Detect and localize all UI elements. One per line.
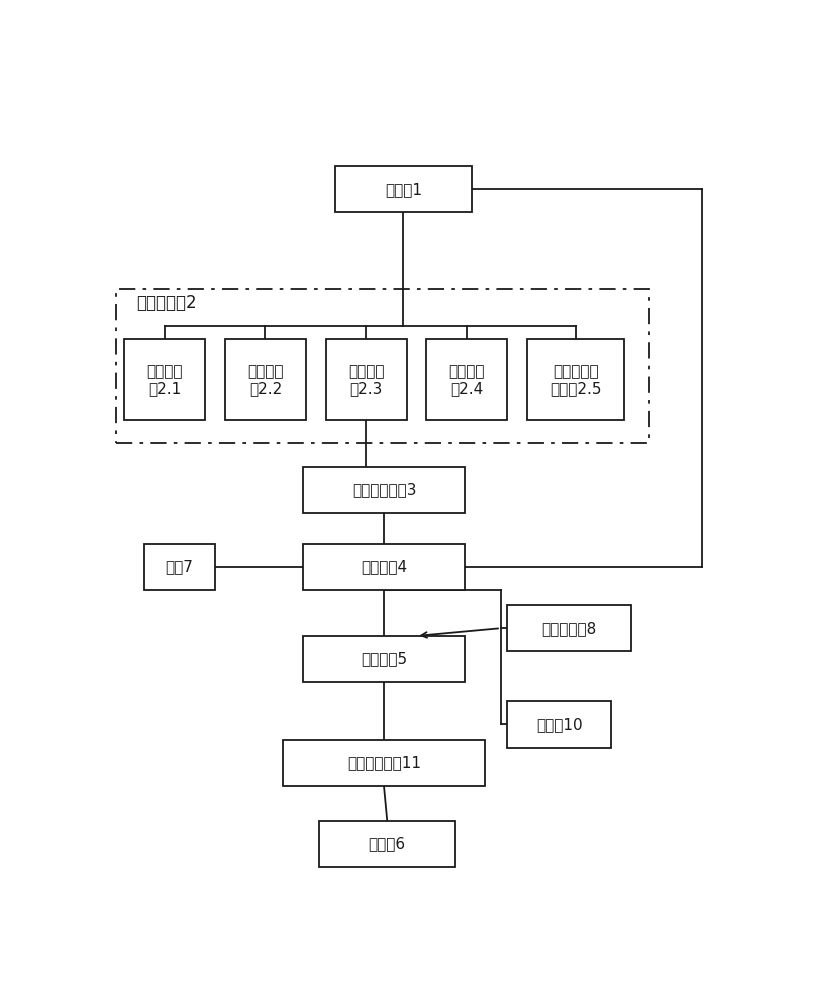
Bar (508, 605, 631, 651)
Text: 温度传感
器2.1: 温度传感 器2.1 (147, 364, 183, 396)
Bar (116, 289, 649, 443)
Bar (303, 636, 465, 682)
Text: 电流传感
器2.3: 电流传感 器2.3 (348, 364, 385, 396)
Text: 服务器6: 服务器6 (369, 836, 406, 851)
Text: 电源7: 电源7 (165, 559, 194, 574)
Bar (335, 166, 472, 212)
Text: 通讯模块5: 通讯模块5 (361, 652, 407, 666)
Text: 开关量信号
采集器2.5: 开关量信号 采集器2.5 (550, 364, 602, 396)
Bar (303, 466, 465, 513)
Text: 信号处理模块3: 信号处理模块3 (352, 482, 416, 497)
Bar (508, 701, 612, 748)
Bar (303, 544, 465, 590)
Bar (144, 544, 215, 590)
Text: 电压传感
器2.4: 电压传感 器2.4 (448, 364, 485, 396)
Bar (319, 821, 456, 867)
Text: 汇流箱10: 汇流箱10 (536, 717, 582, 732)
Text: 变压器1: 变压器1 (385, 182, 422, 197)
Text: 信号采集器2: 信号采集器2 (136, 294, 197, 312)
Text: 光电转换模块11: 光电转换模块11 (347, 755, 421, 770)
Bar (283, 740, 484, 786)
Bar (225, 339, 306, 420)
Text: 控制系统4: 控制系统4 (361, 559, 407, 574)
Bar (124, 339, 205, 420)
Bar (527, 339, 624, 420)
Text: 光伏逆变器8: 光伏逆变器8 (541, 621, 597, 636)
Bar (326, 339, 406, 420)
Bar (427, 339, 508, 420)
Text: 浸水传感
器2.2: 浸水传感 器2.2 (247, 364, 284, 396)
